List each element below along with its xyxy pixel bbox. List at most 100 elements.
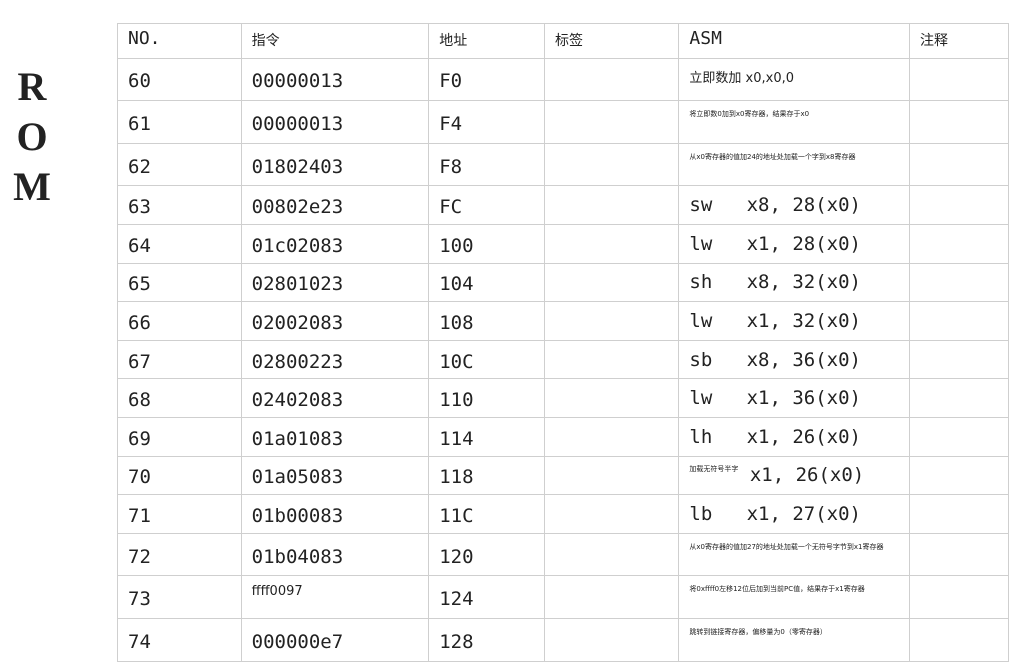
label-cell <box>544 185 680 225</box>
addr-cell: 120 <box>428 532 546 577</box>
table-row: 73 ffff0097 124 将0xffff0左移12位后加到当前PC值，结果存于x… <box>117 575 1009 619</box>
asm-cell: lw x1, 28(x0) <box>678 223 910 264</box>
addr-cell: 114 <box>428 416 546 457</box>
no-cell: 65 <box>117 262 242 303</box>
asm-cell: sw x8, 28(x0) <box>678 185 910 225</box>
instr-cell: 01a05083 <box>240 455 430 496</box>
comment-cell <box>908 532 1009 577</box>
table-body: 60 00000013 F0 立即数加 x0,x0,0 61 00000013 F4 将立即数… <box>117 57 1009 662</box>
label-cell <box>544 617 680 662</box>
instr-cell: 01c02083 <box>240 223 430 264</box>
asm-cell: 立即数加 x0,x0,0 <box>678 57 910 102</box>
addr-cell: 108 <box>428 301 546 341</box>
label-cell <box>544 142 680 187</box>
instr-cell: 00000013 <box>240 57 430 102</box>
no-cell: 64 <box>117 223 242 264</box>
label-cell <box>544 57 680 102</box>
instr-cell: 01a01083 <box>240 416 430 457</box>
instr-cell: 02002083 <box>240 301 430 341</box>
comment-cell <box>908 223 1009 264</box>
asm-cell: sh x8, 32(x0) <box>678 262 910 303</box>
instr-cell: 02402083 <box>240 378 430 418</box>
label-cell <box>544 262 680 303</box>
addr-cell: FC <box>428 185 546 225</box>
no-cell: 69 <box>117 416 242 457</box>
asm-cell: 跳转到链接寄存器，偏移量为0（零寄存器） <box>678 617 910 662</box>
addr-cell: F4 <box>428 100 546 144</box>
no-cell: 68 <box>117 378 242 418</box>
addr-cell: 118 <box>428 455 546 496</box>
asm-cell: 加载无符号半字 x1, 26(x0) <box>678 455 910 496</box>
label-cell <box>544 416 680 457</box>
title-letter: M <box>13 164 51 209</box>
asm-cell: lh x1, 26(x0) <box>678 416 910 457</box>
asm-note: 加载无符号半字 <box>689 465 739 474</box>
asm-code: x1, 26(x0) <box>749 464 865 487</box>
no-cell: 71 <box>117 494 242 534</box>
header-cell: NO. <box>117 23 242 59</box>
instr-cell: 00000013 <box>240 100 430 144</box>
addr-cell: 124 <box>428 575 546 619</box>
addr-cell: 100 <box>428 223 546 264</box>
table-row: 63 00802e23 FC sw x8, 28(x0) <box>117 185 1009 225</box>
comment-cell <box>908 416 1009 457</box>
asm-cell: 从x0寄存器的值加27的地址处加载一个无符号字节到x1寄存器 <box>678 532 910 577</box>
table-row: 69 01a01083 114 lh x1, 26(x0) <box>117 416 1009 457</box>
addr-cell: 10C <box>428 339 546 380</box>
title-letter: R <box>17 64 47 109</box>
header-row: NO. 指令 地址 标签 ASM 注释 <box>117 23 1009 59</box>
label-cell <box>544 494 680 534</box>
table-row: 67 02800223 10C sb x8, 36(x0) <box>117 339 1009 380</box>
comment-cell <box>908 301 1009 341</box>
label-cell <box>544 532 680 577</box>
no-cell: 61 <box>117 100 242 144</box>
rom-table: NO. 指令 地址 标签 ASM 注释 60 00000013 F0 立即数加 x0,x0,0 6… <box>117 23 1009 662</box>
no-cell: 60 <box>117 57 242 102</box>
comment-cell <box>908 617 1009 662</box>
label-cell <box>544 378 680 418</box>
comment-cell <box>908 262 1009 303</box>
header-cell: 指令 <box>240 23 430 59</box>
asm-cell: 将0xffff0左移12位后加到当前PC值，结果存于x1寄存器 <box>678 575 910 619</box>
no-cell: 66 <box>117 301 242 341</box>
table-row: 72 01b04083 120 从x0寄存器的值加27的地址处加载一个无符号字节到x1… <box>117 532 1009 577</box>
label-cell <box>544 301 680 341</box>
comment-cell <box>908 142 1009 187</box>
no-cell: 62 <box>117 142 242 187</box>
comment-cell <box>908 455 1009 496</box>
instr-cell: 000000e7 <box>240 617 430 662</box>
label-cell <box>544 455 680 496</box>
title-letter: O <box>16 114 48 159</box>
no-cell: 72 <box>117 532 242 577</box>
table-row: 66 02002083 108 lw x1, 32(x0) <box>117 301 1009 341</box>
label-cell <box>544 575 680 619</box>
asm-cell: sb x8, 36(x0) <box>678 339 910 380</box>
asm-cell: 将立即数0加到x0寄存器，结果存于x0 <box>678 100 910 144</box>
table-row: 74 000000e7 128 跳转到链接寄存器，偏移量为0（零寄存器） <box>117 617 1009 662</box>
table-row: 71 01b00083 11C lb x1, 27(x0) <box>117 494 1009 534</box>
header-cell: 注释 <box>908 23 1009 59</box>
addr-cell: 11C <box>428 494 546 534</box>
comment-cell <box>908 339 1009 380</box>
asm-cell: lw x1, 32(x0) <box>678 301 910 341</box>
comment-cell <box>908 100 1009 144</box>
comment-cell <box>908 575 1009 619</box>
comment-cell <box>908 494 1009 534</box>
table-row: 64 01c02083 100 lw x1, 28(x0) <box>117 223 1009 264</box>
table-row: 65 02801023 104 sh x8, 32(x0) <box>117 262 1009 303</box>
no-cell: 67 <box>117 339 242 380</box>
table-row: 62 01802403 F8 从x0寄存器的值加24的地址处加载一个字到x8寄存器 <box>117 142 1009 187</box>
comment-cell <box>908 57 1009 102</box>
addr-cell: 110 <box>428 378 546 418</box>
asm-cell: lb x1, 27(x0) <box>678 494 910 534</box>
comment-cell <box>908 185 1009 225</box>
label-cell <box>544 100 680 144</box>
asm-cell: 从x0寄存器的值加24的地址处加载一个字到x8寄存器 <box>678 142 910 187</box>
label-cell <box>544 223 680 264</box>
addr-cell: 128 <box>428 617 546 662</box>
instr-cell: 02801023 <box>240 262 430 303</box>
table-row: 68 02402083 110 lw x1, 36(x0) <box>117 378 1009 418</box>
table-row: 60 00000013 F0 立即数加 x0,x0,0 <box>117 57 1009 102</box>
header-cell: ASM <box>678 23 910 59</box>
